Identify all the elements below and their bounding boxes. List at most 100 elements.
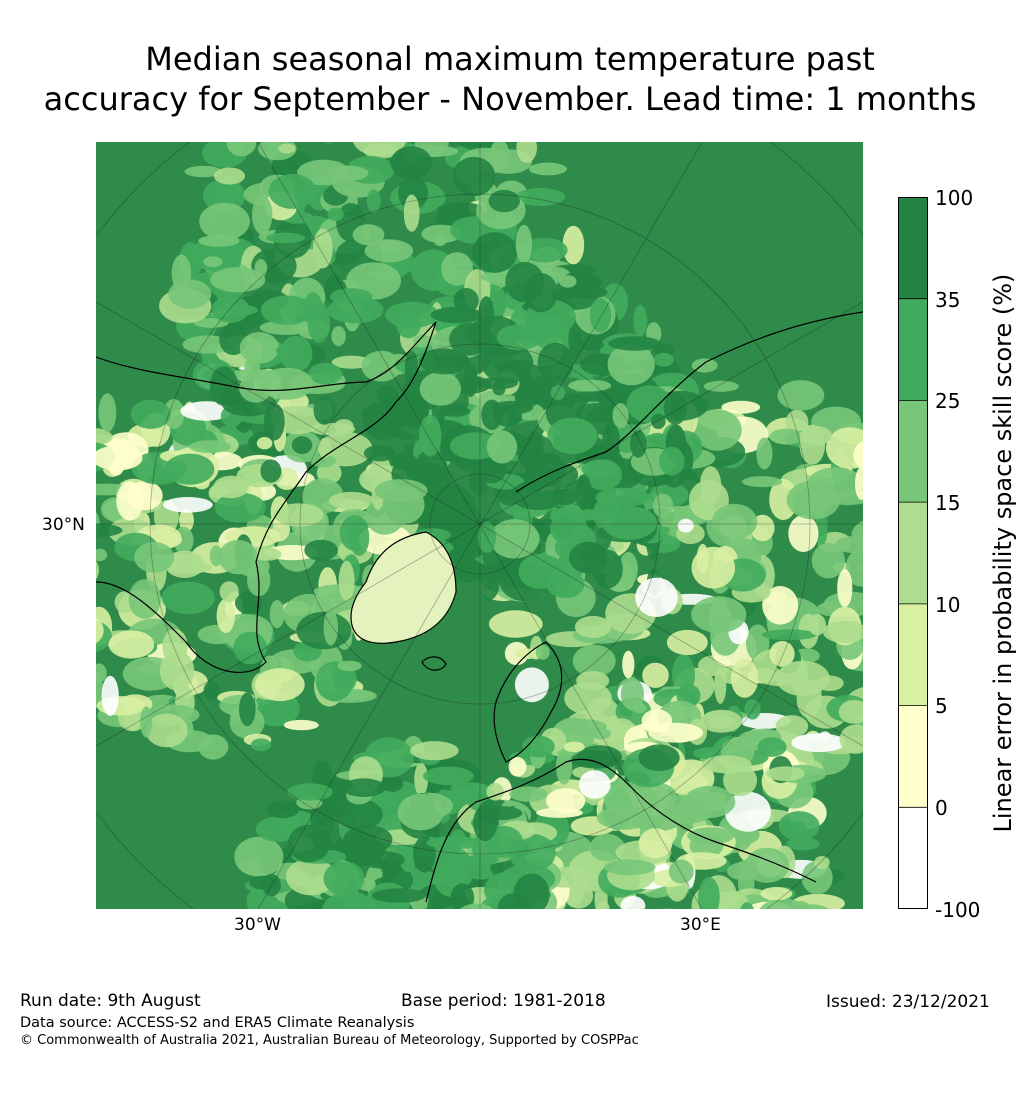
skill-score-patch	[423, 907, 442, 909]
skill-score-patch	[536, 807, 583, 818]
skill-score-patch	[632, 703, 647, 714]
skill-score-patch	[260, 459, 282, 483]
skill-score-patch	[510, 480, 565, 511]
colorbar	[898, 197, 928, 909]
europe-coastline	[425, 758, 817, 903]
skill-score-patch	[189, 440, 231, 453]
skill-score-patch	[278, 143, 296, 154]
colorbar-label: Linear error in probability space skill …	[989, 273, 1017, 833]
skill-score-patch	[291, 436, 313, 454]
skill-score-patch	[562, 225, 585, 265]
skill-score-patch	[759, 898, 808, 909]
polar-map[interactable]	[96, 142, 863, 909]
skill-score-patch	[620, 677, 645, 711]
colorbar-tick: 25	[935, 389, 961, 413]
skill-score-patch	[433, 235, 447, 247]
skill-score-patch	[140, 706, 153, 738]
colorbar-tick: 15	[935, 491, 961, 515]
skill-score-patch	[856, 563, 863, 572]
skill-score-patch	[455, 503, 482, 539]
skill-score-patch	[607, 343, 655, 386]
skill-score-patch	[522, 735, 555, 758]
skill-score-patch	[193, 317, 229, 328]
skill-score-patch	[756, 437, 773, 470]
skill-score-patch	[209, 366, 239, 406]
skill-score-patch	[452, 156, 496, 197]
skill-score-patch	[839, 724, 863, 754]
skill-score-patch	[513, 873, 550, 909]
skill-score-patch	[801, 860, 833, 895]
skill-score-patch	[546, 569, 585, 599]
skill-score-patch	[808, 614, 826, 636]
skill-score-patch	[419, 414, 442, 457]
issued-date: Issued: 23/12/2021	[826, 992, 990, 1012]
skill-score-patch	[317, 437, 332, 458]
skill-score-patch	[450, 782, 489, 795]
skill-score-patch	[419, 348, 470, 375]
skill-score-patch	[327, 207, 344, 221]
skill-score-patch	[361, 350, 402, 382]
skill-score-patch	[740, 902, 754, 909]
skill-score-patch	[323, 861, 365, 896]
skill-score-patch	[578, 770, 611, 799]
skill-score-patch	[835, 535, 863, 554]
skill-score-patch	[210, 267, 266, 293]
skill-score-patch	[578, 339, 604, 351]
skill-score-patch	[366, 189, 381, 213]
colorbar-block	[898, 807, 928, 909]
skill-score-patch	[788, 821, 808, 833]
skill-score-patch	[274, 503, 324, 527]
skill-score-patch	[478, 564, 500, 601]
skill-score-patch	[602, 506, 657, 540]
map-title-line-1: Median seasonal maximum temperature past	[145, 40, 875, 78]
skill-score-patch	[391, 452, 417, 470]
skill-score-patch	[575, 474, 592, 511]
skill-score-patch	[263, 402, 285, 441]
skill-score-patch	[168, 279, 212, 309]
skill-score-patch	[256, 437, 273, 450]
skill-score-patch	[268, 173, 317, 209]
skill-score-patch	[677, 518, 694, 533]
skill-score-patch	[331, 355, 371, 369]
colorbar-block	[898, 603, 928, 707]
skill-score-patch	[438, 405, 471, 417]
skill-score-patch	[520, 237, 568, 263]
skill-score-patch	[324, 142, 334, 144]
greenland-coastline	[350, 531, 457, 644]
skill-score-patch	[398, 176, 429, 210]
skill-score-patch	[179, 508, 194, 532]
skill-score-patch	[96, 663, 107, 683]
colorbar-block	[898, 400, 928, 503]
skill-score-patch	[515, 187, 566, 207]
skill-score-patch	[453, 288, 479, 313]
base-period: Base period: 1981-2018	[401, 991, 606, 1011]
skill-score-patch	[216, 598, 235, 633]
skill-score-patch	[145, 713, 188, 748]
colorbar-tick: 10	[935, 593, 961, 617]
skill-score-patch	[668, 859, 694, 884]
skill-score-patch	[234, 836, 284, 877]
skill-score-patch	[535, 644, 550, 660]
skill-score-patch	[620, 896, 646, 909]
skill-score-patch	[108, 630, 155, 659]
skill-score-patch	[371, 888, 426, 903]
colorbar-tick: 5	[935, 694, 948, 718]
skill-score-patch	[760, 887, 793, 901]
skill-score-patch	[267, 800, 300, 819]
skill-score-patch	[693, 409, 742, 451]
skill-score-patch	[658, 803, 712, 824]
colorbar-block	[898, 298, 928, 401]
skill-score-patches	[96, 142, 863, 909]
skill-score-patch	[252, 195, 273, 235]
skill-score-patch	[546, 788, 586, 814]
skill-score-patch	[460, 903, 494, 909]
skill-score-patch	[481, 342, 534, 384]
skill-score-patch	[581, 459, 617, 479]
skill-score-patch	[571, 750, 620, 769]
skill-score-patch	[509, 786, 548, 802]
north-america-coastline	[96, 321, 437, 673]
skill-score-patch	[691, 596, 747, 633]
skill-score-patch	[214, 492, 266, 523]
skill-score-patch	[410, 741, 459, 761]
skill-score-patch	[161, 581, 215, 615]
